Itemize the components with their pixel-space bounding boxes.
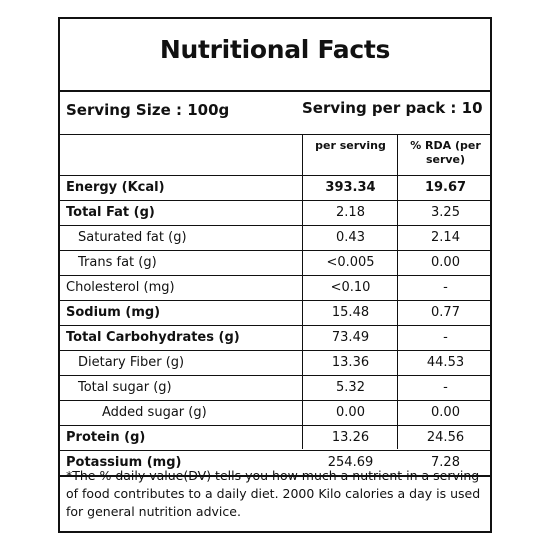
nutrient-rda: 3.25	[431, 205, 460, 220]
serving-divider	[60, 134, 490, 135]
nutrient-row-total-carbohydrates: Total Carbohydrates (g) 73.49 -	[60, 326, 490, 351]
header-per-serving-text: per serving	[315, 139, 386, 152]
nutrient-per-serving: 254.69	[327, 455, 374, 470]
nutrient-rda: -	[443, 330, 448, 345]
nutrient-rda: 19.67	[424, 180, 467, 195]
nutrient-name: Potassium (mg)	[66, 455, 182, 470]
nutrient-per-serving: 13.36	[331, 355, 370, 370]
nutrition-facts-label: Nutritional Facts Serving Size : 100g Se…	[58, 17, 492, 533]
nutrient-per-serving: 0.43	[336, 230, 365, 245]
nutrient-name: Sodium (mg)	[66, 305, 161, 320]
column-divider-per-serving	[302, 134, 303, 449]
nutrient-row-energy: Energy (Kcal) 393.34 19.67	[60, 176, 490, 201]
nutrient-name: Protein (g)	[66, 430, 146, 445]
title-divider	[60, 90, 490, 92]
nutrient-rda: 0.00	[431, 255, 460, 270]
nutrient-name: Energy (Kcal)	[66, 180, 165, 195]
nutrient-per-serving: 393.34	[325, 180, 376, 195]
nutrient-name: Total sugar (g)	[78, 380, 172, 395]
nutrient-rda: 2.14	[431, 230, 460, 245]
nutrient-row-protein: Protein (g) 13.26 24.56	[60, 426, 490, 451]
nutrient-row-cholesterol: Cholesterol (mg) <0.10 -	[60, 276, 490, 301]
nutrient-name: Added sugar (g)	[102, 405, 207, 420]
nutrient-name: Total Fat (g)	[66, 205, 155, 220]
nutrient-per-serving: 5.32	[336, 380, 365, 395]
nutrient-rda: 7.28	[431, 455, 460, 470]
nutrient-name: Saturated fat (g)	[78, 230, 187, 245]
nutrient-per-serving: <0.005	[326, 255, 375, 270]
nutrient-row-total-sugar: Total sugar (g) 5.32 -	[60, 376, 490, 401]
nutrient-row-saturated-fat: Saturated fat (g) 0.43 2.14	[60, 226, 490, 251]
nutrient-row-sodium: Sodium (mg) 15.48 0.77	[60, 301, 490, 326]
column-divider-rda	[397, 134, 398, 449]
nutrient-row-potassium: Potassium (mg) 254.69 7.28	[60, 451, 490, 477]
nutrient-per-serving: <0.10	[330, 280, 371, 295]
nutrient-rda: 24.56	[426, 430, 465, 445]
header-per-serving: per serving	[304, 139, 397, 153]
serving-size: Serving Size : 100g	[66, 101, 230, 119]
nutrient-rda: 0.77	[431, 305, 460, 320]
daily-value-footnote: *The % daily value(DV) tells you how muc…	[66, 468, 481, 519]
nutrient-name: Dietary Fiber (g)	[78, 355, 185, 370]
nutrient-row-dietary-fiber: Dietary Fiber (g) 13.36 44.53	[60, 351, 490, 376]
nutrient-per-serving: 0.00	[336, 405, 365, 420]
nutrient-per-serving: 13.26	[331, 430, 370, 445]
nutrient-row-added-sugar: Added sugar (g) 0.00 0.00	[60, 401, 490, 426]
nutrient-rda: -	[443, 380, 448, 395]
header-divider	[60, 175, 490, 176]
header-rda: % RDA (per serve)	[399, 139, 492, 167]
nutrient-rda: 0.00	[431, 405, 460, 420]
label-title: Nutritional Facts	[159, 35, 391, 64]
nutrient-per-serving: 2.18	[336, 205, 365, 220]
nutrient-rda: -	[443, 280, 448, 295]
nutrient-rda: 44.53	[426, 355, 465, 370]
nutrient-per-serving: 15.48	[331, 305, 370, 320]
header-rda-text: % RDA (per serve)	[410, 139, 481, 166]
nutrient-name: Cholesterol (mg)	[66, 280, 175, 295]
nutrient-row-total-fat: Total Fat (g) 2.18 3.25	[60, 201, 490, 226]
nutrient-name: Trans fat (g)	[78, 255, 157, 270]
serving-per-pack: Serving per pack : 10	[302, 99, 483, 117]
nutrient-row-trans-fat: Trans fat (g) <0.005 0.00	[60, 251, 490, 276]
nutrient-name: Total Carbohydrates (g)	[66, 330, 240, 345]
nutrient-per-serving: 73.49	[331, 330, 370, 345]
